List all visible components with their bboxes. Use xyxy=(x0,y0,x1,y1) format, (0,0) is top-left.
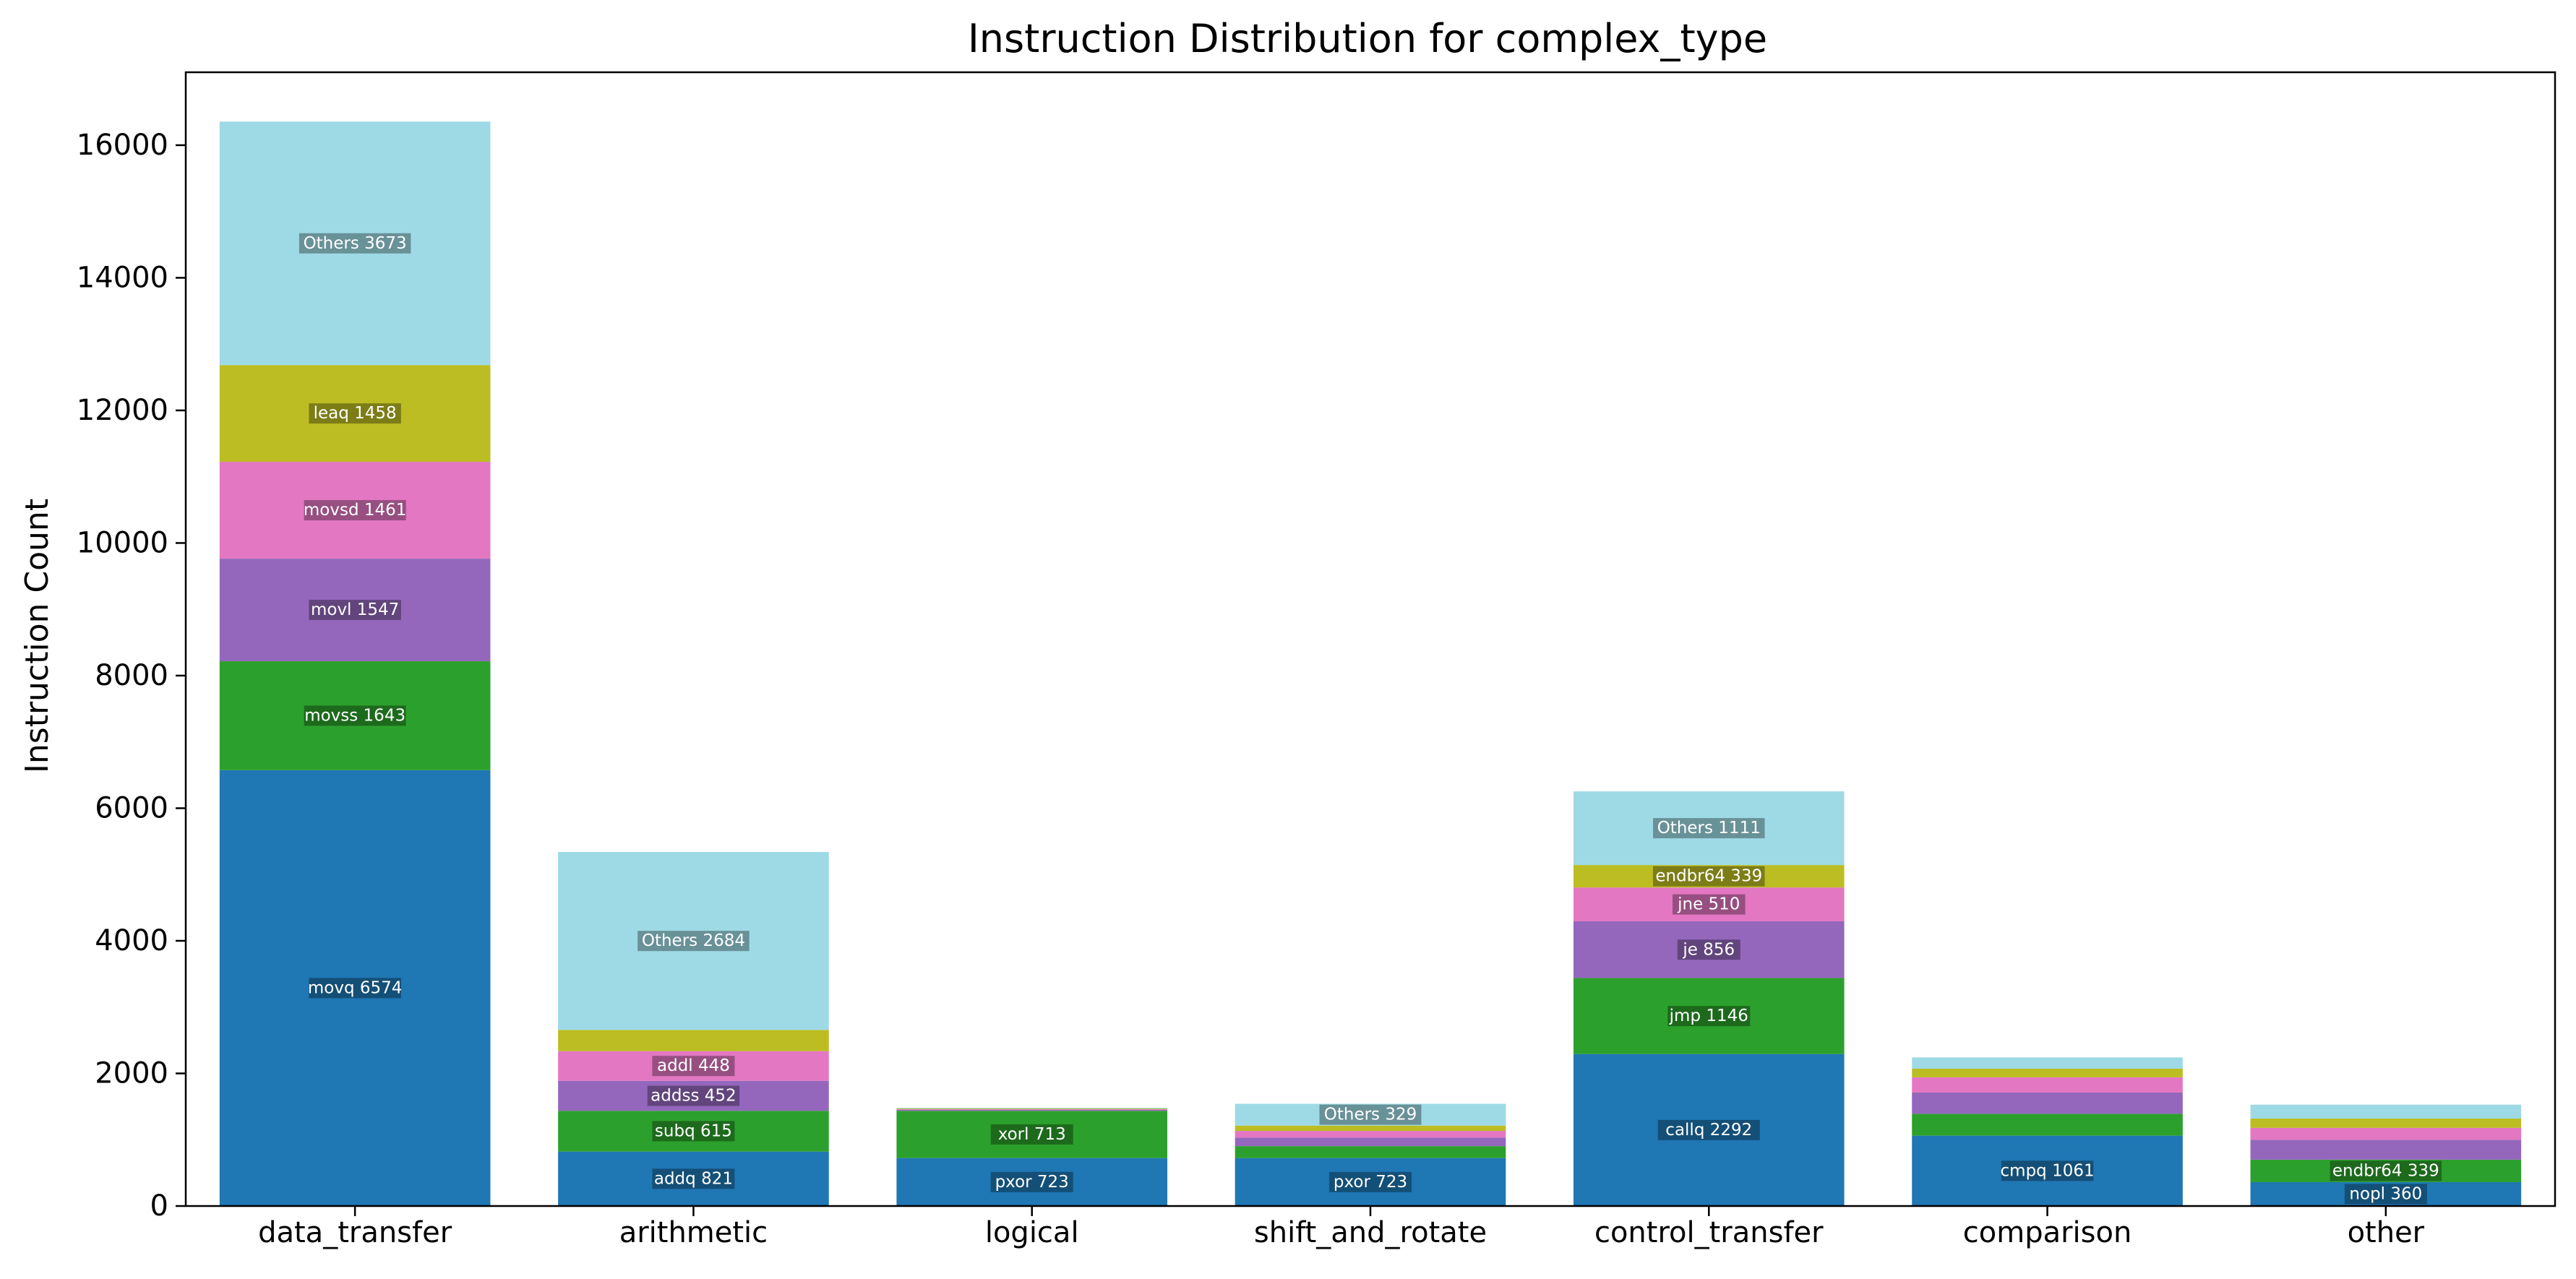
segment-label-bg xyxy=(2344,1184,2427,1205)
bar-segment-other-2 xyxy=(2250,1140,2522,1160)
segment-label: jmp 1146 xyxy=(1669,1007,1748,1025)
segment-label-bg xyxy=(990,1124,1073,1145)
segment-label-bg xyxy=(647,1085,740,1106)
segment-label: movsd 1461 xyxy=(304,501,407,520)
segment-label: jne 510 xyxy=(1677,895,1740,914)
segment-label: Others 1111 xyxy=(1657,819,1761,837)
segment-label: endbr64 339 xyxy=(1655,867,1762,886)
y-tick-label: 16000 xyxy=(77,129,168,162)
segment-label: addl 448 xyxy=(657,1056,730,1075)
bar-segment-comparison-4 xyxy=(1912,1068,2183,1077)
segment-label-bg xyxy=(1677,939,1740,960)
y-tick-label: 14000 xyxy=(77,261,168,294)
bar-segment-other-4 xyxy=(2250,1118,2522,1128)
ticks-layer: 0 2000 4000 6000 8000 10000 12000 14000 16000 dat… xyxy=(77,129,2425,1249)
bar-segment-shift_and_rotate-4 xyxy=(1235,1125,1506,1132)
segment-label-bg xyxy=(1329,1171,1412,1192)
segment-label-bg xyxy=(2330,1160,2442,1181)
x-tick-label-control_transfer: control_transfer xyxy=(1594,1216,1824,1249)
y-tick-label: 12000 xyxy=(77,394,168,427)
x-tick-label-arithmetic: arithmetic xyxy=(619,1216,768,1249)
bar-segment-arithmetic-4 xyxy=(558,1030,829,1051)
segment-label: je 856 xyxy=(1682,940,1735,959)
segment-labels-layer: movq 6574 movss 1643 movl 1547 movsd 1461 le… xyxy=(299,233,2442,1205)
segment-label-bg xyxy=(2001,1160,2094,1181)
bar-segment-shift_and_rotate-1 xyxy=(1235,1146,1506,1158)
segment-label: cmpq 1061 xyxy=(2001,1161,2095,1180)
bar-segment-other-5 xyxy=(2250,1104,2522,1119)
segment-label: pxor 723 xyxy=(995,1173,1069,1192)
x-tick-label-comparison: comparison xyxy=(1963,1216,2132,1249)
y-tick-label: 0 xyxy=(150,1189,168,1223)
segment-label: addss 452 xyxy=(651,1087,736,1106)
chart-title: Instruction Distribution for complex_typ… xyxy=(968,16,1767,61)
bar-segment-shift_and_rotate-2 xyxy=(1235,1137,1506,1147)
segment-label: movq 6574 xyxy=(308,978,403,997)
bar-segment-comparison-2 xyxy=(1912,1093,2183,1114)
segment-label-bg xyxy=(652,1168,735,1189)
segment-label: callq 2292 xyxy=(1665,1121,1752,1140)
segment-label: subq 615 xyxy=(655,1121,732,1140)
segment-label-bg xyxy=(1673,894,1746,915)
segment-label: pxor 723 xyxy=(1334,1173,1407,1192)
x-tick-label-logical: logical xyxy=(985,1216,1079,1249)
segment-label: movl 1547 xyxy=(311,600,399,619)
bar-segment-comparison-5 xyxy=(1912,1057,2183,1069)
segment-label-bg xyxy=(299,233,411,254)
plot-frame xyxy=(184,71,2556,1207)
bars-layer xyxy=(219,121,2522,1206)
segment-label: nopl 360 xyxy=(2349,1184,2422,1203)
segment-label-bg xyxy=(304,500,406,521)
bar-segment-logical-3 xyxy=(896,1108,1168,1110)
segment-label-bg xyxy=(1667,1006,1751,1027)
x-tick-label-shift_and_rotate: shift_and_rotate xyxy=(1254,1216,1487,1249)
segment-label-bg xyxy=(1657,1119,1760,1140)
segment-label-bg xyxy=(1653,866,1765,887)
segment-label: movss 1643 xyxy=(304,706,405,725)
segment-label: addq 821 xyxy=(654,1169,733,1188)
bar-segment-other-3 xyxy=(2250,1127,2522,1140)
x-tick-label-other: other xyxy=(2348,1216,2425,1249)
segment-label-bg xyxy=(1653,818,1765,839)
segment-label: xorl 713 xyxy=(998,1125,1066,1144)
segment-label: leaq 1458 xyxy=(314,404,397,423)
segment-label: Others 329 xyxy=(1324,1106,1417,1124)
segment-label-bg xyxy=(652,1121,735,1142)
segment-label: Others 3673 xyxy=(304,234,407,253)
segment-label: endbr64 339 xyxy=(2332,1161,2439,1180)
bar-segment-comparison-1 xyxy=(1912,1114,2183,1136)
segment-label-bg xyxy=(990,1171,1073,1192)
bar-segment-shift_and_rotate-3 xyxy=(1235,1131,1506,1138)
segment-label-bg xyxy=(652,1056,735,1077)
y-tick-label: 2000 xyxy=(95,1056,168,1090)
segment-label-bg xyxy=(309,403,401,424)
y-tick-label: 10000 xyxy=(77,526,168,559)
y-tick-label: 8000 xyxy=(95,659,168,692)
bar-segment-comparison-3 xyxy=(1912,1077,2183,1093)
bar-segment-logical-4 xyxy=(896,1108,1168,1109)
y-tick-label: 4000 xyxy=(95,924,168,957)
segment-label: Others 2684 xyxy=(642,931,745,950)
segment-label-bg xyxy=(309,600,401,621)
segment-label-bg xyxy=(1319,1104,1422,1125)
segment-label-bg xyxy=(637,931,750,952)
x-tick-label-data_transfer: data_transfer xyxy=(258,1216,452,1249)
segment-label-bg xyxy=(304,705,406,726)
y-tick-label: 6000 xyxy=(95,791,168,824)
bar-segment-logical-2 xyxy=(896,1109,1168,1111)
y-axis-label: Instruction Count xyxy=(19,499,56,773)
segment-label-bg xyxy=(309,978,401,999)
